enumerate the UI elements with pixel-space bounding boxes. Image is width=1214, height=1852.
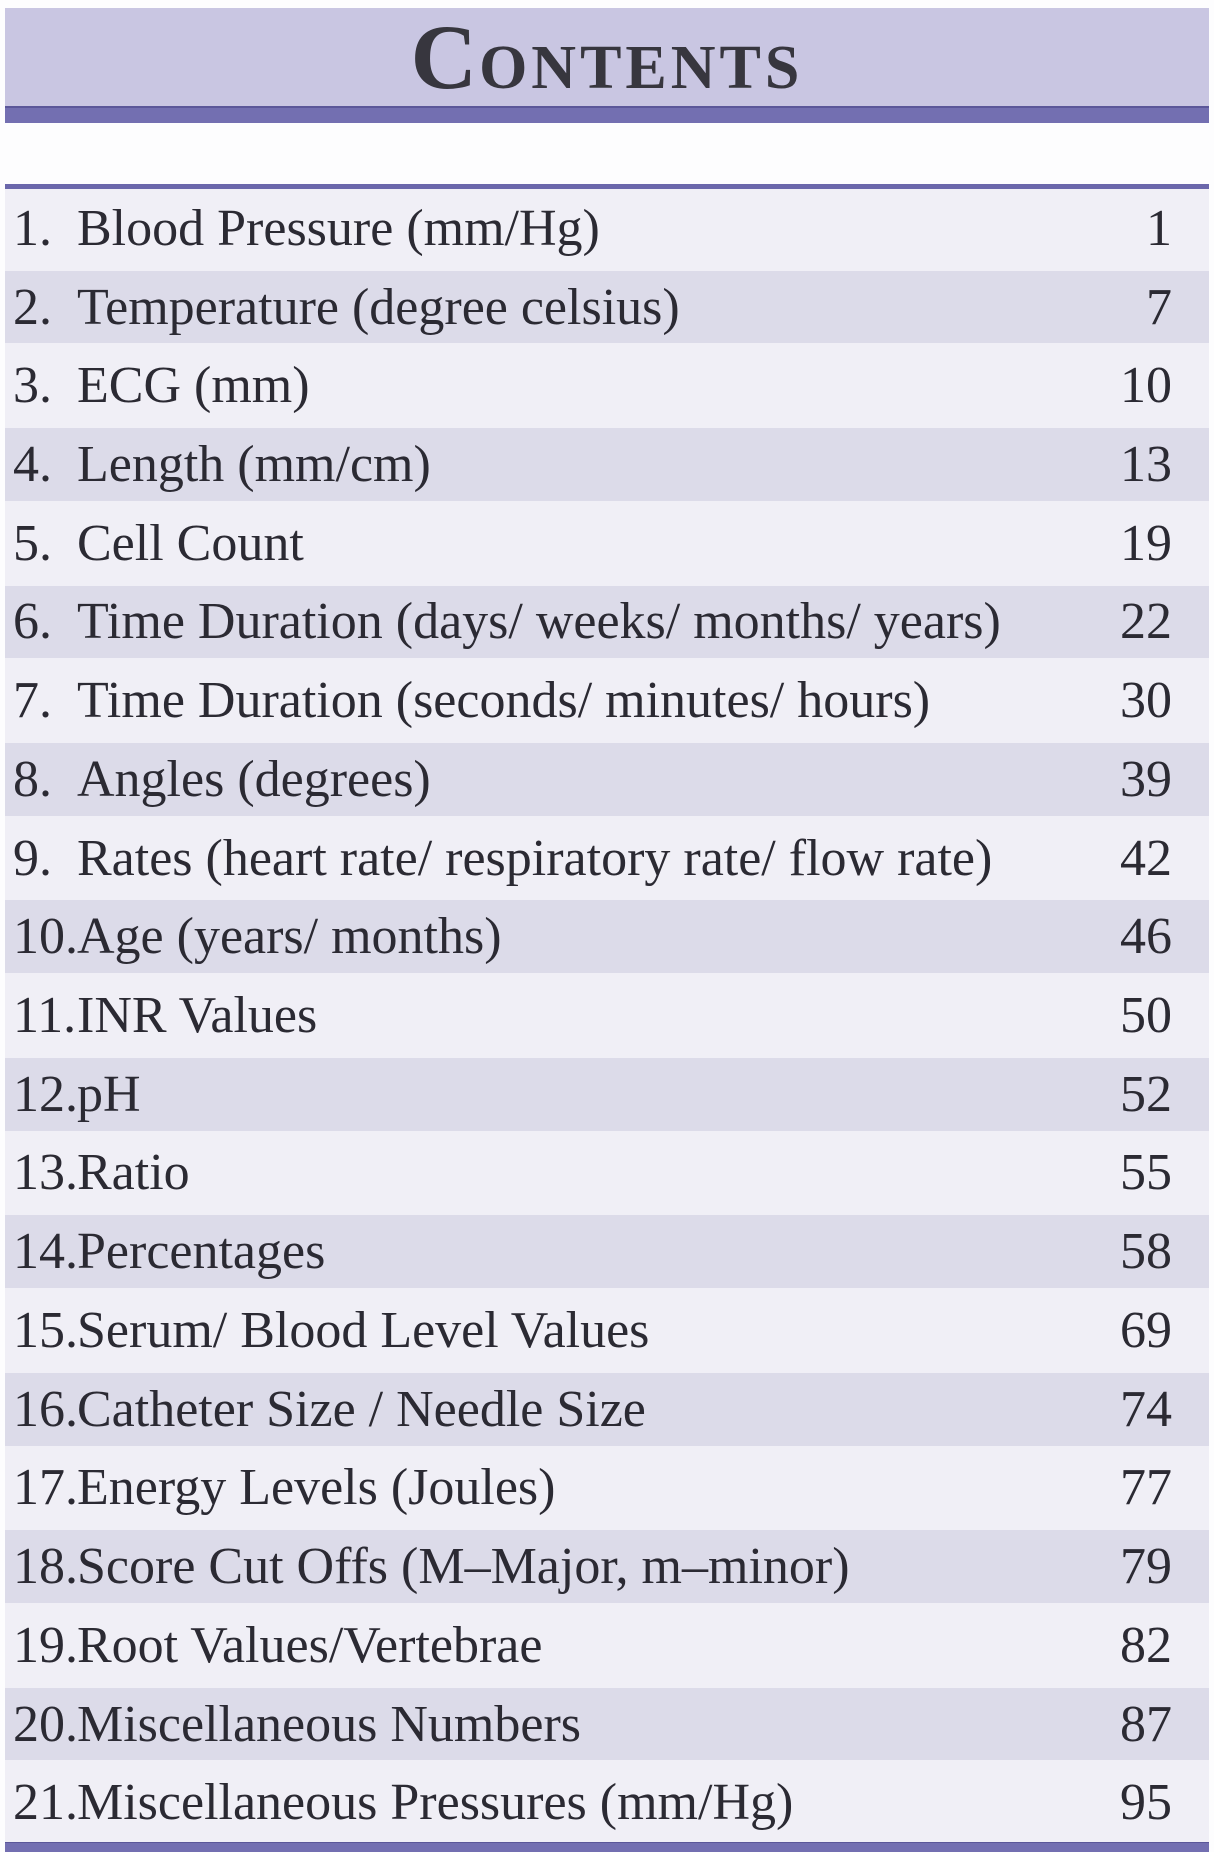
toc-entry-row: 9. Rates (heart rate/ respiratory rate/ … [5,818,1209,898]
entry-page-number: 74 [1120,1380,1172,1438]
toc-entry-row: 5. Cell Count 19 [5,503,1209,583]
entry-number: 19. [13,1616,78,1674]
entry-page-number: 69 [1120,1301,1172,1359]
entry-label: Angles (degrees) [77,750,431,808]
entry-page-number: 95 [1120,1774,1172,1832]
toc-entry-row: 8. Angles (degrees) 39 [5,740,1209,819]
entry-label: Score Cut Offs (M–Major, m–minor) [77,1538,850,1596]
toc-entry-row: 16. Catheter Size / Needle Size 74 [5,1369,1209,1449]
entry-page-number: 82 [1120,1616,1172,1674]
entry-label: Miscellaneous Pressures (mm/Hg) [77,1774,794,1832]
entry-label: Length (mm/cm) [77,436,431,494]
toc-entry-row: 2. Temperature (degree celsius) 7 [5,267,1209,347]
entry-number: 17. [13,1459,78,1517]
entry-number: 10. [13,908,78,966]
toc-entry-row: 6. Time Duration (days/ weeks/ months/ y… [5,582,1209,662]
entry-number: 12. [13,1065,78,1123]
toc-entry-row: 13. Ratio 55 [5,1133,1209,1213]
entry-number: 15. [13,1301,78,1359]
entry-page-number: 77 [1120,1459,1172,1517]
toc-entry-row: 7. Time Duration (seconds/ minutes/ hour… [5,661,1209,741]
entry-number: 4. [13,436,52,494]
page-title-rest: ONTENTS [479,34,804,102]
entry-number: 3. [13,357,52,415]
entry-number: 13. [13,1144,78,1202]
entry-label: Age (years/ months) [77,908,502,966]
entry-number: 21. [13,1774,78,1832]
entry-label: Blood Pressure (mm/Hg) [77,199,600,257]
toc-entry-row: 4. Length (mm/cm) 13 [5,425,1209,504]
entry-label: Serum/ Blood Level Values [77,1301,650,1359]
entry-page-number: 52 [1120,1065,1172,1123]
entry-label: pH [77,1065,141,1123]
entry-label: Energy Levels (Joules) [77,1459,556,1517]
bottom-rule-bar [5,1842,1209,1852]
page-title-initial: C [410,6,480,108]
entry-page-number: 7 [1146,278,1172,336]
entry-label: Root Values/Vertebrae [77,1616,543,1674]
toc-entry-row: 19. Root Values/Vertebrae 82 [5,1605,1209,1685]
entry-number: 7. [13,672,52,730]
entry-page-number: 50 [1120,987,1172,1045]
entry-label: Rates (heart rate/ respiratory rate/ flo… [77,829,993,887]
entry-page-number: 58 [1120,1223,1172,1281]
entry-number: 8. [13,750,52,808]
entry-label: Catheter Size / Needle Size [77,1380,646,1438]
toc-entry-row: 1. Blood Pressure (mm/Hg) 1 [5,189,1209,268]
toc-entry-row: 11. INR Values 50 [5,976,1209,1055]
toc-entry-row: 17. Energy Levels (Joules) 77 [5,1448,1209,1528]
page-title: C ONTENTS [411,11,804,103]
contents-header-band: C ONTENTS [5,8,1209,106]
entry-page-number: 79 [1120,1538,1172,1596]
entry-label: ECG (mm) [77,357,310,415]
entry-label: Percentages [77,1223,326,1281]
entry-label: Temperature (degree celsius) [77,278,680,336]
entry-label: Time Duration (seconds/ minutes/ hours) [77,672,931,730]
entry-number: 5. [13,514,52,572]
toc-entry-row: 14. Percentages 58 [5,1212,1209,1292]
entry-number: 1. [13,199,52,257]
entry-page-number: 1 [1146,199,1172,257]
entry-number: 6. [13,593,52,651]
toc-entry-row: 18. Score Cut Offs (M–Major, m–minor) 79 [5,1527,1209,1606]
header-gap [0,123,1214,184]
entry-page-number: 22 [1120,593,1172,651]
entry-page-number: 87 [1120,1695,1172,1753]
entry-number: 2. [13,278,52,336]
header-rule-bar [5,106,1209,123]
entry-number: 11. [13,987,77,1045]
entry-page-number: 39 [1120,750,1172,808]
entry-number: 16. [13,1380,78,1438]
entry-label: Time Duration (days/ weeks/ months/ year… [77,593,1001,651]
entry-page-number: 30 [1120,672,1172,730]
entry-page-number: 46 [1120,908,1172,966]
list-top-rule [5,184,1209,189]
entry-page-number: 19 [1120,514,1172,572]
entry-number: 14. [13,1223,78,1281]
toc-entry-row: 3. ECG (mm) 10 [5,346,1209,426]
toc-list: 1. Blood Pressure (mm/Hg) 1 2. Temperatu… [5,189,1209,1843]
toc-entry-row: 20. Miscellaneous Numbers 87 [5,1684,1209,1764]
entry-label: Cell Count [77,514,304,572]
entry-label: Miscellaneous Numbers [77,1695,582,1753]
entry-page-number: 10 [1120,357,1172,415]
entry-label: Ratio [77,1144,190,1202]
toc-entry-row: 12. pH 52 [5,1054,1209,1134]
entry-page-number: 55 [1120,1144,1172,1202]
entry-page-number: 42 [1120,829,1172,887]
toc-entry-row: 10. Age (years/ months) 46 [5,897,1209,977]
toc-entry-row: 15. Serum/ Blood Level Values 69 [5,1291,1209,1370]
entry-label: INR Values [77,987,318,1045]
entry-page-number: 13 [1120,436,1172,494]
toc-entry-row: 21. Miscellaneous Pressures (mm/Hg) 95 [5,1763,1209,1843]
entry-number: 20. [13,1695,78,1753]
entry-number: 9. [13,829,52,887]
entry-number: 18. [13,1538,78,1596]
